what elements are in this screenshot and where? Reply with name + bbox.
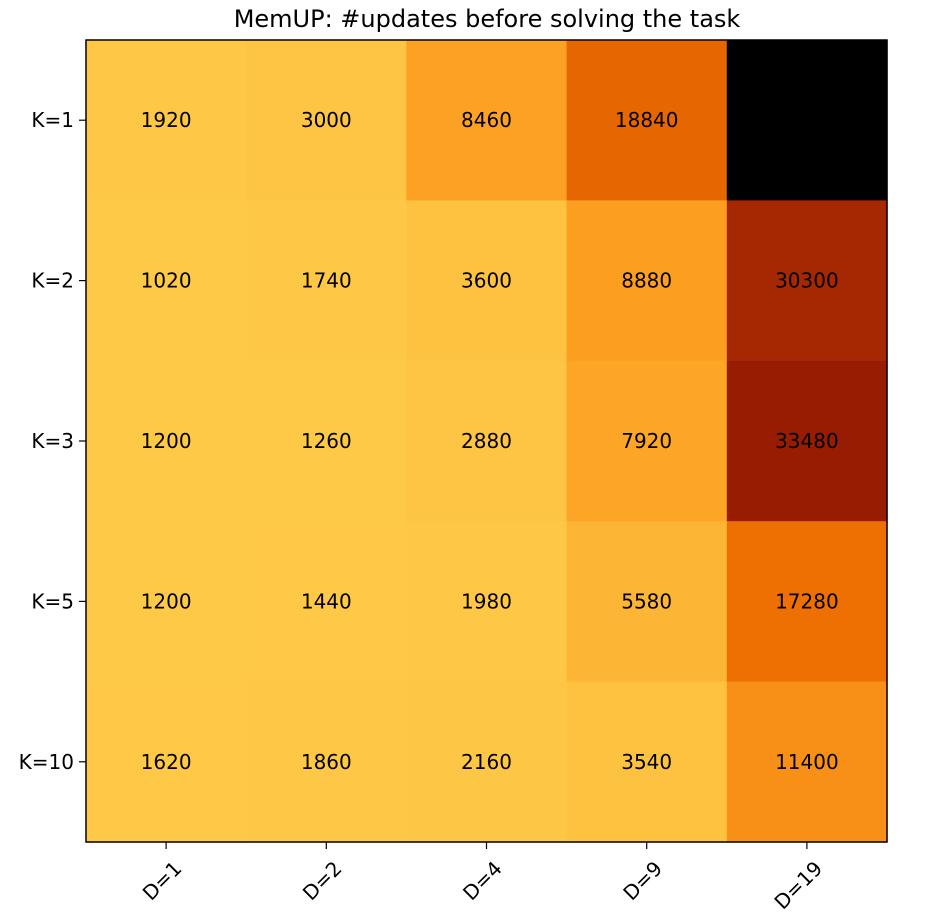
y-tick-label: K=10 (19, 750, 74, 774)
heatmap-cell-value: 11400 (775, 750, 839, 774)
heatmap-cell-labels: 1920 3000 8460 18840 1020 1740 3600 8880 30300 12… (141, 108, 839, 774)
x-axis-ticks: D=1 D=2 D=4 D=9 D=19 (138, 842, 827, 914)
heatmap-cell (406, 521, 568, 683)
x-tick-label: D=19 (769, 856, 827, 914)
heatmap-cell (726, 40, 888, 201)
heatmap-cell-value: 1620 (141, 750, 192, 774)
heatmap-cell (246, 360, 407, 522)
heatmap-cell-value: 1860 (301, 750, 352, 774)
heatmap-cell (566, 360, 728, 522)
heatmap-cell (86, 521, 247, 683)
heatmap-cell-value: 17280 (775, 589, 839, 613)
heatmap-cell (246, 521, 407, 683)
heatmap-cell-value: 2880 (461, 429, 512, 453)
heatmap-cell (246, 40, 407, 201)
heatmap-cell (566, 521, 728, 683)
heatmap-cell-value: 30300 (775, 269, 839, 293)
heatmap-cells (86, 40, 888, 843)
y-tick-label: K=3 (31, 429, 74, 453)
heatmap-cell (566, 681, 728, 843)
x-tick-label: D=2 (298, 856, 347, 905)
heatmap-cell (406, 681, 568, 843)
heatmap-cell (86, 200, 247, 362)
heatmap-cell-value: 3600 (461, 269, 512, 293)
heatmap-cell-value: 1260 (301, 429, 352, 453)
heatmap-cell (406, 200, 568, 362)
y-tick-label: K=5 (31, 589, 74, 613)
heatmap-cell-value: 18840 (615, 108, 679, 132)
heatmap-cell-value: 7920 (621, 429, 672, 453)
heatmap-cell-value: 3540 (621, 750, 672, 774)
heatmap-cell-value: 3000 (301, 108, 352, 132)
y-tick-label: K=2 (31, 269, 74, 293)
x-tick-label: D=4 (458, 856, 507, 905)
heatmap-cell (406, 360, 568, 522)
heatmap-cell (406, 40, 568, 201)
heatmap-cell-value: 1980 (461, 589, 512, 613)
heatmap-cell (86, 360, 247, 522)
heatmap-cell-value: 2160 (461, 750, 512, 774)
y-tick-label: K=1 (31, 108, 74, 132)
heatmap-cell-value: 1920 (141, 108, 192, 132)
heatmap-cell (726, 521, 888, 683)
chart-title: MemUP: #updates before solving the task (234, 5, 741, 33)
heatmap-cell-value: 1200 (141, 429, 192, 453)
y-axis-ticks: K=1 K=2 K=3 K=5 K=10 (19, 108, 86, 774)
heatmap-cell (566, 40, 728, 201)
heatmap-cell (726, 360, 888, 522)
heatmap-cell-value: 5580 (621, 589, 672, 613)
heatmap-cell (726, 681, 888, 843)
x-tick-label: D=9 (618, 856, 667, 905)
heatmap-cell-value: 33480 (775, 429, 839, 453)
heatmap-cell (86, 681, 247, 843)
heatmap-cell-value: 1740 (301, 269, 352, 293)
heatmap-cell (566, 200, 728, 362)
heatmap-cell (246, 681, 407, 843)
heatmap-cell-value: 8880 (621, 269, 672, 293)
x-tick-label: D=1 (138, 856, 187, 905)
heatmap-cell-value: 1440 (301, 589, 352, 613)
heatmap-cell (726, 200, 888, 362)
heatmap-cell (86, 40, 247, 201)
heatmap-cell-value: 1200 (141, 589, 192, 613)
heatmap-cell-value: 8460 (461, 108, 512, 132)
heatmap-cell (246, 200, 407, 362)
heatmap-cell-value: 1020 (141, 269, 192, 293)
